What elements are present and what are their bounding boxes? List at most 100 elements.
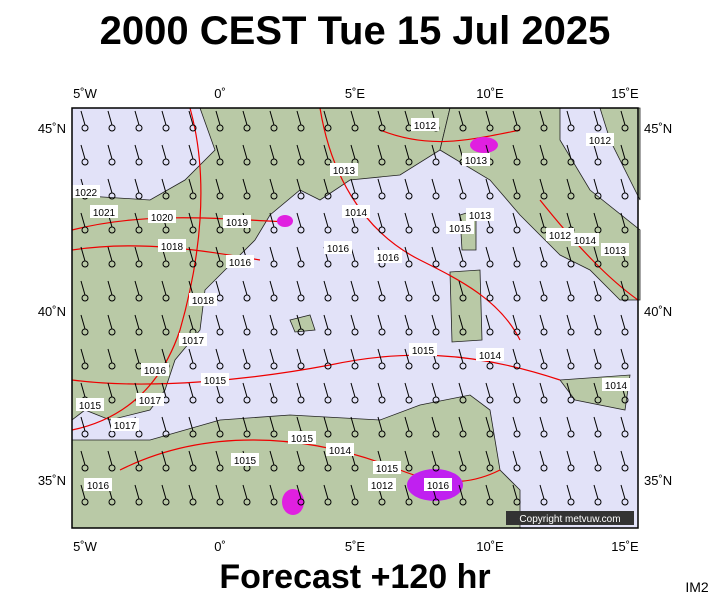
- barb: [404, 280, 410, 296]
- barb: [485, 110, 491, 126]
- barb: [161, 110, 167, 126]
- barb: [107, 314, 113, 330]
- barb: [593, 348, 599, 364]
- isobar-label-box: [409, 343, 437, 356]
- barb: [188, 484, 194, 500]
- barb: [404, 246, 410, 262]
- barb: [161, 144, 167, 160]
- title: 2000 CEST Tue 15 Jul 2025: [100, 9, 611, 53]
- barb: [269, 178, 275, 194]
- barb: [593, 450, 599, 466]
- barb: [539, 178, 545, 194]
- barb: [80, 450, 86, 466]
- barb: [350, 348, 356, 364]
- barb: [377, 280, 383, 296]
- barb: [215, 416, 221, 432]
- barb: [377, 314, 383, 330]
- barb: [107, 348, 113, 364]
- lon-label: 5˚W: [73, 86, 98, 101]
- barb: [269, 212, 275, 228]
- barb: [458, 280, 464, 296]
- isobar-label: 1016: [427, 481, 450, 492]
- lon-label: 0˚: [214, 86, 226, 101]
- barb: [377, 144, 383, 160]
- isobar-label: 1015: [376, 464, 399, 475]
- barb: [296, 450, 302, 466]
- barb: [323, 144, 329, 160]
- barb: [404, 348, 410, 364]
- lon-label: 5˚E: [345, 86, 366, 101]
- barb: [593, 280, 599, 296]
- barb: [539, 382, 545, 398]
- barb: [215, 144, 221, 160]
- isobar-label-box: [76, 398, 104, 411]
- barb: [512, 212, 518, 228]
- barb: [161, 314, 167, 330]
- lon-label: 0˚: [214, 539, 226, 554]
- barb: [620, 348, 626, 364]
- barb: [215, 280, 221, 296]
- isobar-label: 1012: [414, 121, 437, 132]
- isobar-label-box: [179, 333, 207, 346]
- isobar-label: 1014: [605, 381, 628, 392]
- barb: [512, 246, 518, 262]
- barb: [242, 484, 248, 500]
- isobar-label: 1015: [79, 401, 102, 412]
- isobar-label-box: [189, 293, 217, 306]
- barb: [620, 178, 626, 194]
- isobar-label-box: [111, 418, 139, 431]
- barb: [107, 246, 113, 262]
- barb: [377, 110, 383, 126]
- barb: [188, 382, 194, 398]
- barb: [323, 178, 329, 194]
- barb: [296, 110, 302, 126]
- isobar-label: 1016: [229, 258, 252, 269]
- precip: [470, 137, 498, 153]
- isobar-label: 1017: [114, 421, 137, 432]
- barb: [107, 144, 113, 160]
- barb: [188, 178, 194, 194]
- isobar-label: 1018: [161, 242, 184, 253]
- barb: [512, 348, 518, 364]
- barb: [566, 382, 572, 398]
- barb: [593, 246, 599, 262]
- barb: [323, 314, 329, 330]
- isobar-label-box: [330, 163, 358, 176]
- barb: [134, 484, 140, 500]
- barb: [350, 416, 356, 432]
- barb: [188, 348, 194, 364]
- barb: [593, 110, 599, 126]
- isobar-label-box: [571, 233, 599, 246]
- barb: [458, 348, 464, 364]
- isobar-label: 1015: [449, 224, 472, 235]
- isobar-label-box: [136, 393, 164, 406]
- barb: [161, 178, 167, 194]
- barb: [188, 416, 194, 432]
- barb: [80, 110, 86, 126]
- barb: [404, 212, 410, 228]
- barb: [323, 382, 329, 398]
- isobar-label-box: [476, 348, 504, 361]
- isobar-label-box: [374, 250, 402, 263]
- barb: [296, 484, 302, 500]
- isobar-label-box: [288, 431, 316, 444]
- barb: [539, 280, 545, 296]
- barb: [431, 212, 437, 228]
- barb: [269, 110, 275, 126]
- isobar-label-box: [368, 478, 396, 491]
- barb: [485, 280, 491, 296]
- isobar-label: 1017: [139, 396, 162, 407]
- barb: [458, 484, 464, 500]
- barb: [431, 314, 437, 330]
- barb: [215, 110, 221, 126]
- barb: [404, 144, 410, 160]
- barb: [377, 416, 383, 432]
- copyright-box: [506, 511, 634, 525]
- barb: [134, 212, 140, 228]
- barb: [377, 212, 383, 228]
- barb: [566, 212, 572, 228]
- barb: [377, 348, 383, 364]
- barb: [323, 280, 329, 296]
- barb: [350, 382, 356, 398]
